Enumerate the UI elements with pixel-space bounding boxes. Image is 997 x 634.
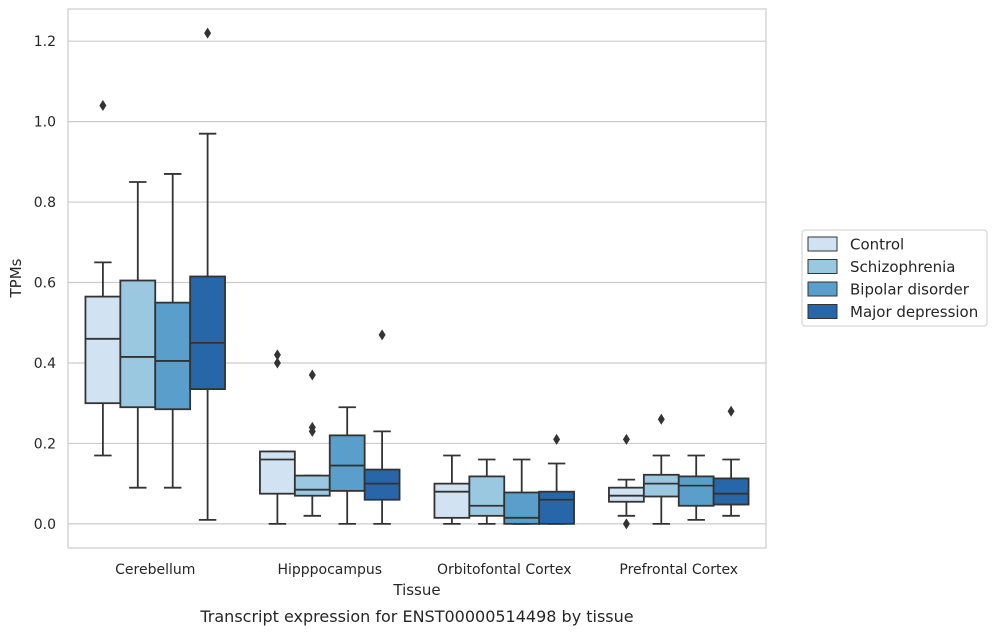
outlier-point	[273, 349, 281, 361]
box-body	[328, 434, 366, 492]
outlier-point	[727, 405, 735, 417]
box-control	[433, 454, 471, 525]
box-body	[712, 477, 750, 506]
outlier-point	[308, 369, 316, 381]
box-body	[642, 473, 680, 498]
legend-label: Bipolar disorder	[850, 281, 970, 299]
legend-swatch	[807, 236, 838, 252]
legend-label: Major depression	[850, 303, 978, 321]
y-tick-label: 0.2	[34, 436, 56, 452]
x-tick-label: Prefrontal Cortex	[619, 562, 738, 578]
y-axis-ticks: 0.0 0.2 0.4 0.6 0.8 1.0 1.2	[34, 34, 56, 533]
outlier-point	[622, 518, 630, 530]
box-schizophrenia	[293, 369, 331, 517]
y-axis-title: TPMs	[7, 258, 25, 298]
box-groups	[84, 27, 750, 530]
category-group	[608, 405, 750, 530]
box-body	[84, 295, 122, 405]
box-body	[259, 450, 296, 495]
box-body	[433, 482, 471, 519]
box-control	[608, 433, 645, 530]
box-body	[363, 468, 401, 501]
box-bipolar-disorder	[503, 458, 541, 525]
outlier-point	[204, 27, 212, 39]
box-bipolar-disorder	[328, 406, 366, 525]
box-body	[189, 275, 226, 391]
category-group	[259, 329, 401, 525]
box-bipolar-disorder	[154, 173, 192, 489]
legend-frame	[801, 229, 988, 327]
category-group	[433, 433, 575, 525]
box-schizophrenia	[119, 181, 157, 489]
box-body	[154, 301, 192, 411]
x-tick-label: Hipppocampus	[277, 562, 382, 578]
y-tick-label: 0.6	[34, 276, 56, 292]
outlier-point	[308, 421, 316, 433]
outlier-point	[553, 433, 561, 445]
box-body	[538, 490, 575, 525]
box-schizophrenia	[468, 458, 506, 525]
outlier-point	[622, 433, 630, 445]
x-tick-label: Orbitofontal Cortex	[437, 562, 572, 578]
y-tick-label: 0.0	[34, 517, 56, 533]
box-control	[259, 349, 296, 525]
box-major-depression	[712, 405, 750, 517]
box-bipolar-disorder	[677, 454, 715, 521]
y-tick-label: 1.0	[34, 115, 56, 131]
category-group	[84, 27, 226, 521]
legend-swatch	[807, 281, 838, 297]
outlier-point	[99, 100, 107, 112]
legend-label: Schizophrenia	[850, 258, 955, 276]
x-axis-ticks: Cerebellum Hipppocampus Orbitofontal Corte…	[115, 562, 738, 578]
box-control	[84, 100, 122, 457]
box-body	[608, 486, 645, 503]
y-tick-label: 0.8	[34, 195, 56, 211]
box-body	[293, 474, 331, 497]
box-body	[503, 491, 541, 525]
box-major-depression	[363, 329, 401, 525]
outlier-point	[657, 413, 665, 425]
legend-swatch	[807, 304, 838, 319]
plot-area	[67, 8, 767, 549]
legend: Control Schizophrenia Bipolar disorder Majo…	[801, 229, 988, 327]
outlier-point	[273, 357, 281, 369]
box-body	[468, 475, 506, 517]
box-major-depression	[538, 433, 575, 525]
x-tick-label: Cerebellum	[115, 562, 195, 578]
box-major-depression	[189, 27, 226, 521]
y-tick-label: 0.4	[34, 356, 56, 372]
outlier-point	[378, 329, 386, 341]
legend-label: Control	[850, 236, 904, 254]
x-axis-title: Tissue	[392, 581, 440, 599]
box-body	[119, 279, 157, 409]
y-tick-label: 1.2	[34, 34, 56, 50]
chart-caption: Transcript expression for ENST0000051449…	[199, 607, 633, 626]
legend-swatch	[807, 259, 838, 274]
box-schizophrenia	[642, 413, 680, 525]
box-body	[677, 475, 715, 507]
